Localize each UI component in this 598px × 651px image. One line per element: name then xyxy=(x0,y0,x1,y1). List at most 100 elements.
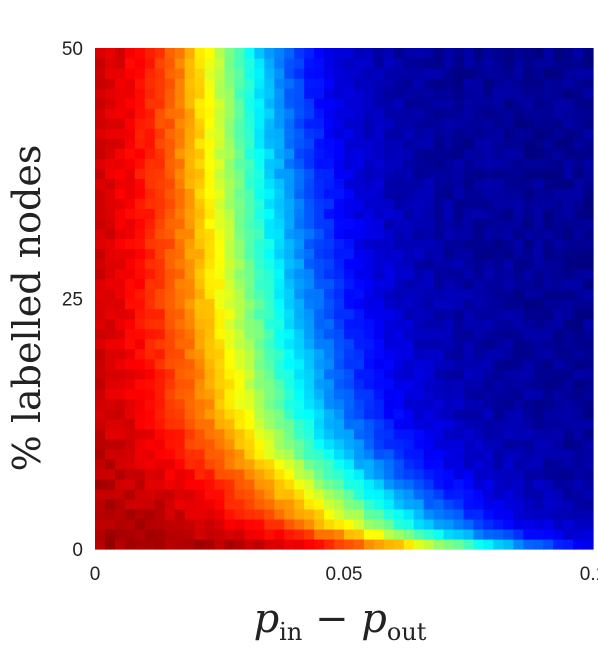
heatmap-cell xyxy=(95,458,106,470)
heatmap-cell xyxy=(443,68,455,79)
heatmap-cell xyxy=(294,488,305,500)
heatmap-cell xyxy=(433,398,445,410)
heatmap-cell xyxy=(104,368,116,380)
heatmap-cell xyxy=(563,148,574,159)
heatmap-cell xyxy=(194,158,206,169)
heatmap-cell xyxy=(483,98,494,109)
heatmap-cell xyxy=(393,188,405,199)
heatmap-cell xyxy=(95,418,106,430)
heatmap-cell xyxy=(353,508,365,520)
heatmap-cell xyxy=(373,358,385,370)
heatmap-cell xyxy=(383,408,395,420)
heatmap-cell xyxy=(234,488,245,500)
heatmap-cell xyxy=(154,178,166,189)
heatmap-cell xyxy=(363,378,375,390)
heatmap-cell xyxy=(583,448,594,460)
heatmap-cell xyxy=(463,218,475,229)
heatmap-cell xyxy=(573,448,584,460)
heatmap-cell xyxy=(563,438,574,450)
heatmap-cell xyxy=(95,338,106,350)
heatmap-cell xyxy=(344,468,355,480)
heatmap-cell xyxy=(423,178,435,189)
heatmap-cell xyxy=(493,48,504,59)
heatmap-cell xyxy=(214,98,226,109)
heatmap-cell xyxy=(194,78,206,89)
heatmap-cell xyxy=(483,308,494,320)
heatmap-cell xyxy=(184,208,196,219)
heatmap-cell xyxy=(553,118,564,129)
heatmap-cell xyxy=(403,528,415,540)
heatmap-cell xyxy=(473,278,485,290)
heatmap-cell xyxy=(95,318,106,330)
heatmap-cell xyxy=(264,448,275,460)
heatmap-cell xyxy=(184,68,196,79)
heatmap-cell xyxy=(294,178,305,189)
heatmap-cell xyxy=(124,298,136,310)
heatmap-cell xyxy=(344,218,355,229)
heatmap-cell xyxy=(314,98,325,109)
heatmap-cell xyxy=(254,148,265,159)
heatmap-cell xyxy=(234,198,245,209)
heatmap-cell xyxy=(543,338,554,350)
heatmap-cell xyxy=(134,278,146,290)
heatmap-cell xyxy=(274,118,285,129)
heatmap-cell xyxy=(363,218,375,229)
heatmap-cell xyxy=(124,108,136,119)
heatmap-cell xyxy=(264,528,275,540)
heatmap-cell xyxy=(164,208,176,219)
heatmap-cell xyxy=(254,508,265,520)
heatmap-cell xyxy=(164,198,176,209)
heatmap-cell xyxy=(264,378,275,390)
heatmap-cell xyxy=(443,468,455,480)
heatmap-cell xyxy=(463,148,475,159)
heatmap-cell xyxy=(334,298,345,310)
heatmap-cell xyxy=(224,308,236,320)
heatmap-cell xyxy=(274,248,285,260)
heatmap-cell xyxy=(304,328,315,340)
heatmap-cell xyxy=(473,138,485,149)
heatmap-cell xyxy=(433,328,445,340)
heatmap-cell xyxy=(503,218,514,229)
heatmap-cell xyxy=(304,138,315,149)
heatmap-cell xyxy=(224,168,236,179)
heatmap-cell xyxy=(463,248,475,260)
heatmap-cell xyxy=(553,58,564,69)
heatmap-cell xyxy=(244,368,255,380)
heatmap-cell xyxy=(274,408,285,420)
heatmap-cell xyxy=(314,378,325,390)
heatmap-cell xyxy=(134,498,146,510)
heatmap-cell xyxy=(314,128,325,139)
heatmap-cell xyxy=(124,468,136,480)
heatmap-cell xyxy=(274,218,285,229)
heatmap-cell xyxy=(214,228,226,239)
heatmap-cell xyxy=(493,268,504,280)
heatmap-cell xyxy=(124,498,136,510)
heatmap-cell xyxy=(473,478,485,490)
heatmap-cell xyxy=(284,168,295,179)
heatmap-cell xyxy=(353,478,365,490)
heatmap-cell xyxy=(174,98,186,109)
heatmap-cell xyxy=(334,458,345,470)
heatmap-cell xyxy=(114,348,126,360)
heatmap-cell xyxy=(314,258,325,270)
heatmap-cell xyxy=(383,538,395,550)
heatmap-cell xyxy=(304,228,315,239)
heatmap-cell xyxy=(194,498,206,510)
heatmap-cell xyxy=(473,458,485,470)
heatmap-cell xyxy=(294,358,305,370)
heatmap-cell xyxy=(363,298,375,310)
heatmap-cell xyxy=(403,498,415,510)
heatmap-cell xyxy=(503,308,514,320)
heatmap-cell xyxy=(344,418,355,430)
heatmap-cell xyxy=(543,528,554,540)
heatmap-cell xyxy=(304,518,315,530)
heatmap-cell xyxy=(543,538,554,550)
heatmap-cell xyxy=(493,178,504,189)
heatmap-cell xyxy=(95,298,106,310)
heatmap-cell xyxy=(463,188,475,199)
heatmap-cell xyxy=(344,318,355,330)
heatmap-cell xyxy=(124,68,136,79)
heatmap-cell xyxy=(453,258,465,270)
heatmap-cell xyxy=(264,58,275,69)
heatmap-cell xyxy=(433,338,445,350)
